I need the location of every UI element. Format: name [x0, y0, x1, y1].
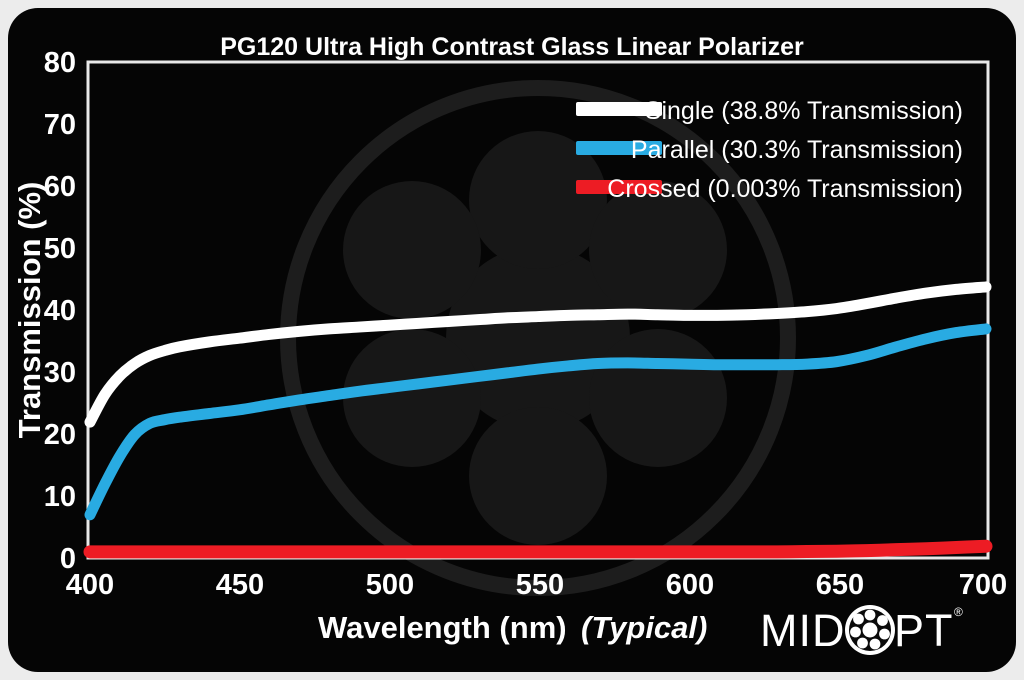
legend-item-parallel[interactable]: Parallel (30.3% Transmission) — [576, 136, 963, 164]
y-tick-label: 50 — [44, 233, 76, 265]
x-tick-label: 650 — [816, 569, 864, 601]
y-axis-ticks: 80 70 60 50 40 30 20 10 0 — [44, 47, 76, 575]
x-tick-label: 700 — [959, 569, 1007, 601]
x-axis-title-main: Wavelength (nm) — [318, 610, 567, 645]
legend-item-single[interactable]: Single (38.8% Transmission) — [576, 97, 963, 125]
x-tick-label: 600 — [666, 569, 714, 601]
series-line-crossed — [83, 539, 993, 559]
legend-item-crossed[interactable]: Crossed (0.003% Transmission) — [576, 175, 963, 203]
y-tick-label: 0 — [60, 543, 76, 575]
legend-label-crossed: Crossed (0.003% Transmission) — [607, 175, 963, 203]
legend-swatch-single — [576, 102, 662, 116]
x-axis-title-suffix: (Typical) — [581, 610, 707, 645]
y-tick-label: 40 — [44, 295, 76, 327]
legend-label-parallel: Parallel (30.3% Transmission) — [631, 136, 963, 164]
legend-label-single: Single (38.8% Transmission) — [645, 97, 963, 125]
x-tick-label: 400 — [66, 569, 114, 601]
data-series-group — [83, 281, 993, 559]
y-tick-label: 60 — [44, 171, 76, 203]
x-tick-label: 500 — [366, 569, 414, 601]
series-line-parallel — [84, 323, 992, 521]
midopt-lens-icon — [845, 605, 895, 655]
y-tick-label: 10 — [44, 481, 76, 513]
legend-swatch-parallel — [576, 141, 662, 155]
midopt-logo: MID PT ® — [760, 605, 963, 656]
x-axis-title: Wavelength (nm) (Typical) — [318, 610, 707, 645]
registered-mark-icon: ® — [954, 605, 963, 619]
logo-text-left: MID — [760, 605, 846, 656]
legend-swatch-crossed — [576, 180, 662, 194]
transmission-chart: PG120 Ultra High Contrast Glass Linear P… — [12, 33, 1007, 656]
lens-array-watermark — [280, 80, 796, 596]
x-tick-label: 450 — [216, 569, 264, 601]
page-title: PG120 Ultra High Contrast Glass Linear P… — [220, 33, 804, 61]
x-axis-ticks: 400 450 500 550 600 650 700 — [66, 569, 1007, 601]
y-tick-label: 20 — [44, 419, 76, 451]
y-tick-label: 70 — [44, 109, 76, 141]
series-line-single — [84, 281, 992, 428]
y-tick-label: 30 — [44, 357, 76, 389]
logo-text-right: PT — [894, 605, 954, 656]
x-tick-label: 550 — [516, 569, 564, 601]
y-axis-title: Transmission (%) — [12, 182, 47, 439]
y-tick-label: 80 — [44, 47, 76, 79]
chart-legend: Single (38.8% Transmission) Parallel (30… — [576, 97, 963, 203]
chart-card: PG120 Ultra High Contrast Glass Linear P… — [8, 8, 1016, 672]
